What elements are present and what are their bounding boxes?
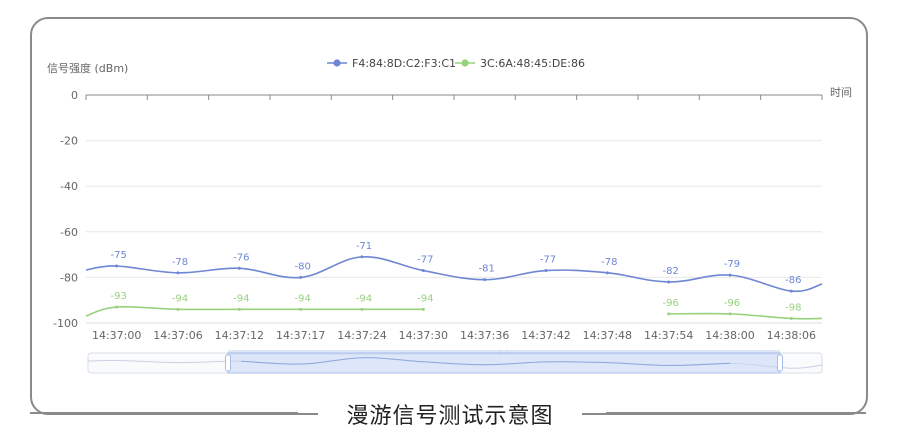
data-point-series-1[interactable] bbox=[483, 278, 487, 282]
x-tick-label: 14:37:17 bbox=[276, 329, 325, 342]
data-label-series-2: -94 bbox=[417, 293, 433, 304]
data-label-series-1: -86 bbox=[785, 275, 801, 286]
chart-frame bbox=[30, 17, 868, 415]
data-label-series-1: -77 bbox=[540, 255, 556, 266]
data-point-series-1[interactable] bbox=[237, 266, 241, 270]
data-point-series-1[interactable] bbox=[360, 255, 364, 259]
x-tick-label: 14:37:24 bbox=[337, 329, 386, 342]
x-tick-label: 14:37:54 bbox=[644, 329, 693, 342]
legend-marker bbox=[461, 59, 469, 67]
slider-handle-right[interactable] bbox=[777, 354, 783, 372]
grid-lines bbox=[86, 140, 822, 324]
data-label-series-2: -94 bbox=[233, 293, 249, 304]
y-tick-label: -60 bbox=[60, 226, 78, 239]
data-point-series-1[interactable] bbox=[605, 271, 609, 275]
data-labels: -75 -78 -76 -80 -71 -77 -81 -77 -78 -82 -79 -86 -93 -… bbox=[110, 241, 801, 314]
x-tick-label: 14:37:12 bbox=[215, 329, 264, 342]
data-label-series-1: -82 bbox=[662, 266, 678, 277]
series bbox=[85, 255, 823, 320]
data-label-series-2: -96 bbox=[662, 298, 678, 309]
data-point-series-2[interactable] bbox=[789, 316, 793, 320]
slider-handle-left[interactable] bbox=[225, 354, 231, 372]
data-point-series-2[interactable] bbox=[360, 307, 364, 311]
data-label-series-1: -75 bbox=[110, 250, 126, 261]
data-label-series-2: -96 bbox=[724, 298, 740, 309]
data-point-series-1[interactable] bbox=[421, 269, 425, 273]
x-tick-label: 14:37:06 bbox=[153, 329, 202, 342]
legend[interactable]: F4:84:8D:C2:F3:C1 3C:6A:48:45:DE:86 bbox=[327, 57, 585, 70]
x-tick-label: 14:37:48 bbox=[583, 329, 632, 342]
data-point-series-1[interactable] bbox=[544, 269, 548, 273]
data-label-series-2: -94 bbox=[294, 293, 310, 304]
y-tick-label: -20 bbox=[60, 135, 78, 148]
legend-item-2[interactable]: 3C:6A:48:45:DE:86 bbox=[455, 57, 585, 70]
y-axis-label: 信号强度 (dBm) bbox=[47, 61, 128, 75]
data-label-series-2: -98 bbox=[785, 302, 801, 313]
data-label-series-1: -78 bbox=[601, 257, 617, 268]
data-label-series-1: -77 bbox=[417, 255, 433, 266]
x-tick-label: 14:37:36 bbox=[460, 329, 509, 342]
data-point-series-2[interactable] bbox=[667, 312, 671, 316]
data-label-series-1: -76 bbox=[233, 252, 249, 263]
data-zoom-slider[interactable]: ⋮⋮ bbox=[87, 349, 823, 374]
data-point-series-1[interactable] bbox=[299, 275, 303, 279]
data-point-series-2[interactable] bbox=[176, 307, 180, 311]
x-tick-label: 14:37:00 bbox=[92, 329, 141, 342]
x-tick-label: 14:37:30 bbox=[399, 329, 448, 342]
data-label-series-1: -80 bbox=[294, 261, 310, 272]
series-line-2 bbox=[668, 312, 823, 320]
data-label-series-2: -94 bbox=[172, 293, 188, 304]
x-tick-label: 14:37:42 bbox=[521, 329, 570, 342]
y-tick-label: 0 bbox=[71, 89, 78, 102]
series-line-2 bbox=[85, 305, 424, 317]
legend-label: 3C:6A:48:45:DE:86 bbox=[480, 57, 585, 70]
x-tick-label: 14:38:00 bbox=[705, 329, 754, 342]
data-label-series-2: -94 bbox=[356, 293, 372, 304]
data-point-series-2[interactable] bbox=[299, 307, 303, 311]
y-tick-label: -40 bbox=[60, 180, 78, 193]
legend-label: F4:84:8D:C2:F3:C1 bbox=[352, 57, 456, 70]
data-point-series-2[interactable] bbox=[115, 305, 119, 309]
legend-item-1[interactable]: F4:84:8D:C2:F3:C1 bbox=[327, 57, 456, 70]
data-point-series-2[interactable] bbox=[728, 312, 732, 316]
y-tick-label: -100 bbox=[53, 317, 78, 330]
data-point-series-1[interactable] bbox=[176, 271, 180, 275]
series-line-1 bbox=[85, 256, 823, 293]
data-point-series-1[interactable] bbox=[667, 280, 671, 284]
data-label-series-1: -79 bbox=[724, 259, 740, 270]
data-label-series-1: -78 bbox=[172, 257, 188, 268]
data-label-series-1: -71 bbox=[356, 241, 372, 252]
data-point-series-1[interactable] bbox=[115, 264, 119, 268]
slider-selected-preview bbox=[240, 357, 731, 366]
x-tick-label: 14:38:06 bbox=[767, 329, 816, 342]
axes: 信号强度 (dBm) 时间 0 -20 -40 -60 -80 -100 14:37:00 1… bbox=[47, 61, 852, 342]
data-point-series-2[interactable] bbox=[237, 307, 241, 311]
data-label-series-1: -81 bbox=[478, 264, 494, 275]
data-point-series-1[interactable] bbox=[728, 273, 732, 277]
data-point-series-2[interactable] bbox=[421, 307, 425, 311]
y-tick-label: -80 bbox=[60, 271, 78, 284]
data-point-series-1[interactable] bbox=[789, 289, 793, 293]
data-label-series-2: -93 bbox=[110, 291, 126, 302]
legend-marker bbox=[333, 59, 341, 67]
x-axis-label: 时间 bbox=[830, 86, 852, 99]
